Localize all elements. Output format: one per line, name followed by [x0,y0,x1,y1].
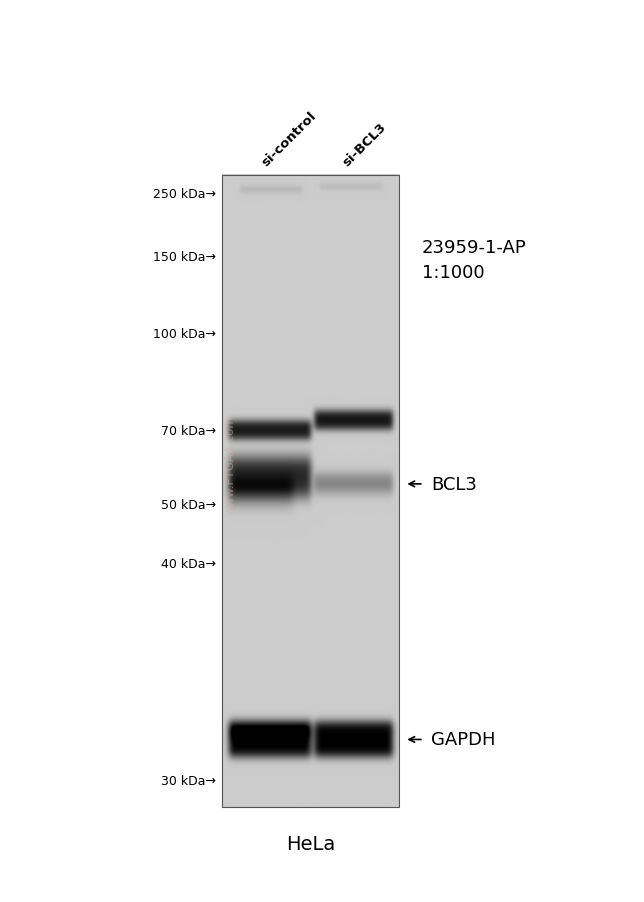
Text: 30 kDa→: 30 kDa→ [161,774,216,787]
Text: 23959-1-AP
1:1000: 23959-1-AP 1:1000 [422,239,527,282]
Text: si-control: si-control [259,109,319,169]
Bar [222,176,399,807]
Text: si-BCL3: si-BCL3 [341,120,389,169]
Text: 50 kDa→: 50 kDa→ [160,499,216,511]
Text: www.PTGAA.com: www.PTGAA.com [223,415,236,514]
Text: 150 kDa→: 150 kDa→ [153,251,216,263]
Text: 100 kDa→: 100 kDa→ [153,327,216,340]
Text: HeLa: HeLa [286,834,336,853]
Text: BCL3: BCL3 [431,475,477,493]
Text: 70 kDa→: 70 kDa→ [160,425,216,437]
Text: 40 kDa→: 40 kDa→ [161,557,216,570]
Text: GAPDH: GAPDH [431,731,496,749]
Text: 250 kDa→: 250 kDa→ [153,188,216,200]
